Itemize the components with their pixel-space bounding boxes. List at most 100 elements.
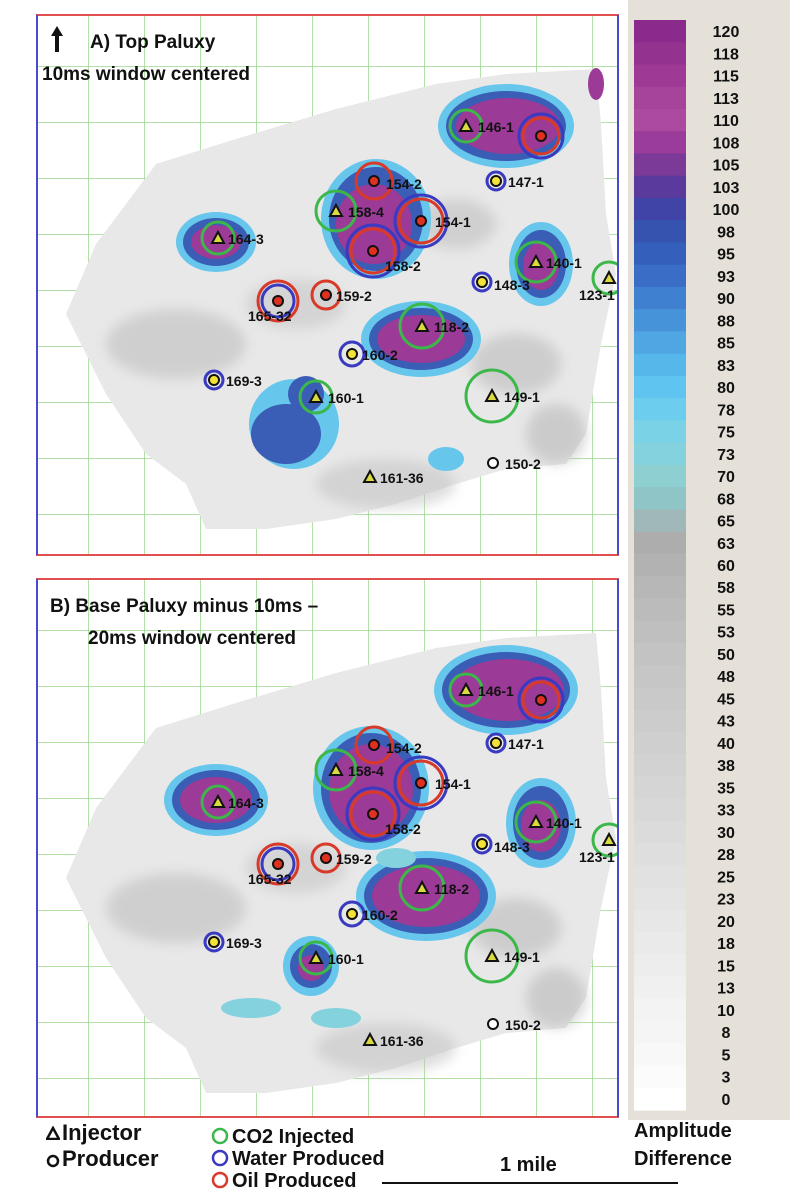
well-marker: 154-1 [393, 193, 471, 249]
colorbar-tick-label: 80 [717, 380, 735, 397]
well-marker: 161-36 [362, 468, 424, 486]
colorbar-swatch [634, 954, 686, 978]
colorbar-swatch [634, 865, 686, 889]
legend-injector: Injector [62, 1120, 142, 1145]
colorbar-swatch [634, 64, 686, 88]
well-label: 150-2 [505, 456, 541, 472]
colorbar-swatch [634, 264, 686, 288]
well-label: 159-2 [336, 288, 372, 304]
well-marker: 164-3 [200, 784, 264, 820]
scale-bar-label: 1 mile [500, 1154, 557, 1176]
well-label: 146-1 [478, 683, 514, 699]
colorbar-tick-label: 108 [713, 135, 740, 152]
well-label: 118-2 [434, 881, 469, 897]
well-label: 160-2 [362, 907, 398, 923]
injector-triangle-icon [46, 1126, 60, 1140]
colorbar-tick-label: 75 [717, 425, 735, 442]
legend-water-produced: Water Produced [232, 1148, 385, 1170]
well-label: 147-1 [508, 174, 544, 190]
colorbar-tick-label: 25 [717, 869, 735, 886]
water-ring-icon [211, 1149, 229, 1167]
colorbar-swatch [634, 620, 686, 644]
well-label: 169-3 [226, 373, 262, 389]
colorbar-swatch [634, 754, 686, 777]
well-marker: 158-2 [345, 223, 421, 279]
colorbar-tick-label: 35 [717, 780, 735, 797]
colorbar-tick-label: 10 [717, 1003, 735, 1020]
well-marker: 123-1 [579, 260, 619, 303]
colorbar-tick-label: 93 [717, 269, 735, 286]
well-marker: 158-2 [345, 786, 421, 842]
map-b-canvas: 146-1 154-2 147-1 158-4 154-1 164-3 158-2 140-1… [36, 578, 619, 1118]
well-marker: 149-1 [464, 368, 540, 424]
colorbar-tick-label: 0 [722, 1092, 731, 1109]
well-label: 164-3 [228, 231, 264, 247]
colorbar-swatch [634, 887, 686, 911]
well-marker: 147-1 [485, 170, 544, 192]
colorbar-swatch [634, 353, 686, 377]
well-label: 158-4 [348, 763, 384, 779]
colorbar-tick-label: 110 [713, 113, 739, 130]
well-label: 158-2 [385, 821, 421, 837]
well-marker: 148-3 [471, 271, 530, 293]
well-marker: 140-1 [514, 800, 582, 844]
well-marker: 150-2 [487, 1017, 541, 1033]
well-marker: 164-3 [200, 220, 264, 256]
well-marker: 154-2 [354, 725, 422, 765]
colorbar-swatch [634, 42, 686, 66]
colorbar-swatch [634, 976, 686, 1000]
well-marker: 158-4 [314, 748, 384, 792]
colorbar-swatch [634, 86, 686, 110]
colorbar-swatch [634, 331, 686, 355]
well-label: 158-4 [348, 204, 384, 220]
colorbar-swatch [634, 131, 686, 155]
well-marker: 160-2 [338, 340, 398, 368]
colorbar-tick-label: 8 [722, 1025, 731, 1042]
well-marker: 140-1 [514, 240, 582, 284]
well-label: 154-1 [435, 776, 471, 792]
colorbar-swatch [634, 820, 686, 844]
colorbar-tick-label: 15 [717, 958, 735, 975]
colorbar-tick-label: 68 [717, 491, 735, 508]
colorbar-swatch [634, 798, 686, 822]
well-label: 159-2 [336, 851, 372, 867]
colorbar-swatch [634, 398, 686, 421]
well-label: 150-2 [505, 1017, 541, 1033]
panel-a-subtitle: 10ms window centered [42, 64, 251, 85]
scale-bar [382, 1182, 678, 1184]
well-marker: 118-2 [398, 864, 469, 912]
colorbar-swatch [634, 1065, 686, 1089]
well-markers-a: 146-1 154-2 147-1 158-4 154-1 164-3 158-2 140-1… [200, 108, 619, 486]
well-marker: 160-1 [298, 379, 364, 415]
colorbar-tick-label: 50 [717, 647, 735, 664]
well-label: 161-36 [380, 1033, 424, 1049]
colorbar-swatch [634, 642, 686, 666]
well-marker: 160-1 [298, 940, 364, 976]
colorbar-tick-label: 113 [713, 91, 739, 108]
colorbar-swatch [634, 375, 686, 399]
well-label: 165-32 [248, 308, 292, 324]
well-marker: 165-32 [248, 279, 300, 324]
colorbar-tick-label: 55 [717, 602, 735, 619]
colorbar-swatch [634, 576, 686, 599]
colorbar-swatch [634, 464, 686, 488]
legend-oil-produced: Oil Produced [232, 1170, 357, 1192]
colorbar-tick-label: 43 [717, 714, 735, 731]
colorbar-tick-label: 48 [717, 669, 735, 686]
north-arrow [50, 24, 64, 54]
well-marker: 118-2 [398, 302, 469, 350]
well-label: 149-1 [504, 949, 540, 965]
well-marker: 149-1 [464, 928, 540, 984]
well-label: 158-2 [385, 258, 421, 274]
colorbar-tick-label: 40 [717, 736, 735, 753]
well-label: 161-36 [380, 470, 424, 486]
well-label: 160-2 [362, 347, 398, 363]
colorbar-tick-label: 53 [717, 625, 735, 642]
colorbar-swatch [634, 487, 686, 510]
colorbar-swatch [634, 286, 686, 310]
well-marker: 146-1 [448, 108, 514, 144]
well-label: 140-1 [546, 255, 582, 271]
well-label: 169-3 [226, 935, 262, 951]
colorbar-swatch [634, 598, 686, 622]
colorbar-tick-label: 100 [713, 202, 740, 219]
